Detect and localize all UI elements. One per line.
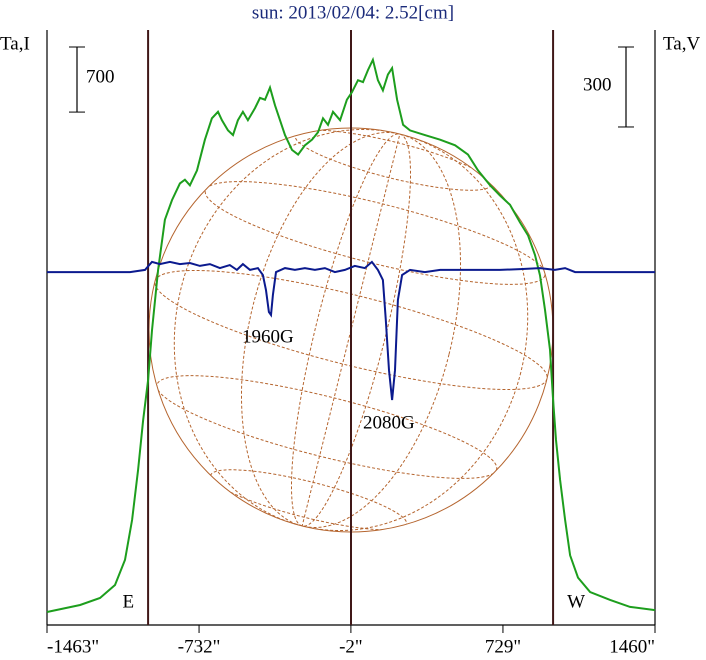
- annotation: 2080G: [363, 412, 415, 433]
- scale-bar-label: 700: [86, 66, 115, 87]
- scale-bar-label: 300: [583, 74, 612, 95]
- frame: [46, 30, 656, 626]
- data-line: [47, 260, 655, 401]
- limb-label: W: [567, 591, 585, 612]
- chart-title: sun: 2013/02/04: 2.52[cm]: [252, 2, 454, 23]
- annotation: 1960G: [242, 326, 294, 347]
- x-tick-label: 1460": [609, 636, 655, 657]
- x-tick-label: 729": [485, 636, 521, 657]
- data-line: [46, 56, 656, 613]
- y-axis-label: Ta,I: [0, 33, 30, 54]
- y2-axis-label: Ta,V: [663, 33, 700, 54]
- x-tick-label: -2": [339, 636, 363, 657]
- x-tick-label: -1463": [47, 636, 99, 657]
- x-tick-label: -732": [178, 636, 221, 657]
- limb-label: E: [122, 591, 134, 612]
